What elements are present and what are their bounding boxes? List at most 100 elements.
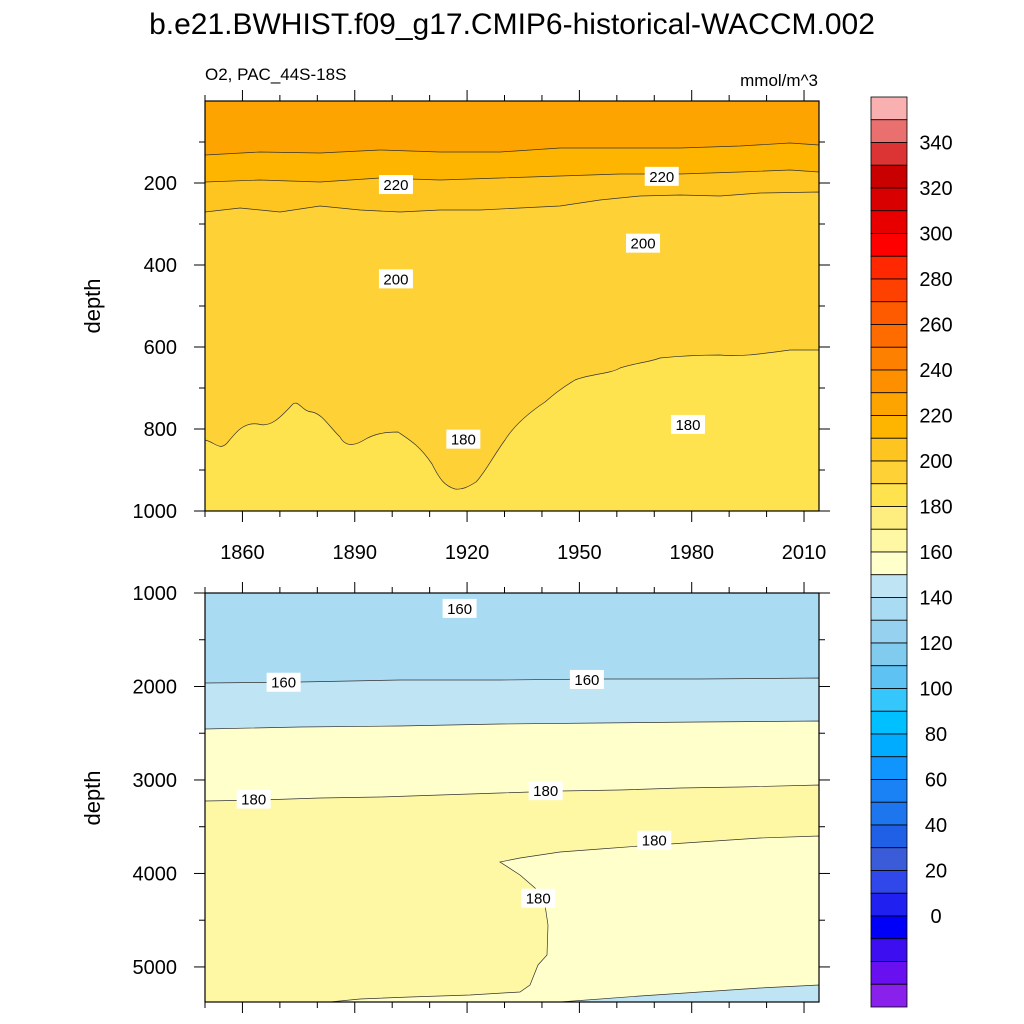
colorbar-segment <box>870 983 908 1008</box>
colorbar-label: 20 <box>925 861 947 883</box>
colorbar-label: 140 <box>919 588 952 610</box>
colorbar-segment <box>870 187 908 212</box>
x-tick-label: 1890 <box>333 542 378 564</box>
y-tick-label: 800 <box>144 419 177 441</box>
colorbar-label: 40 <box>925 815 947 837</box>
colorbar-segment <box>870 619 908 644</box>
fill-band-170-bottom <box>560 985 819 1002</box>
upper-panel: 1860 1890 1920 1950 1980 2010 200 400 600 800 1000… <box>80 90 830 602</box>
contour-label-bg <box>266 672 301 692</box>
colorbar-segment <box>870 710 908 735</box>
colorbar-segment <box>870 528 908 553</box>
x-tick-label: 1860 <box>220 542 265 564</box>
contour-label-bg <box>236 789 271 809</box>
fill-band-180-deep <box>330 836 819 1002</box>
contour-label-bg <box>446 429 481 449</box>
colorbar-segment <box>870 369 908 394</box>
colorbar-segment <box>870 437 908 462</box>
colorbar-segment <box>870 415 908 439</box>
contour-label-bg <box>569 669 604 689</box>
contour-label: 180 <box>637 830 672 850</box>
colorbar-label: 100 <box>919 679 952 701</box>
contour-label: 160 <box>442 598 477 618</box>
contour-label-bg <box>637 830 672 850</box>
colorbar-segment <box>870 233 908 257</box>
variable-region-label: O2, PAC_44S-18S <box>205 65 346 84</box>
colorbar-label: 240 <box>919 360 952 382</box>
contour-label: 160 <box>569 669 604 689</box>
colorbar-label: 280 <box>919 269 952 291</box>
fill-band-190 <box>205 511 819 602</box>
colorbar-segment <box>870 665 908 689</box>
colorbar-label: 60 <box>925 770 947 792</box>
contour-label-text: 200 <box>631 236 656 253</box>
upper-contour-labels: 220 220 200 200 180 180 <box>378 166 705 449</box>
colorbar-segment <box>870 278 908 303</box>
colorbar-label: 260 <box>919 315 952 337</box>
contour-label-text: 180 <box>241 792 266 809</box>
contour-label-text: 180 <box>675 417 700 434</box>
contour-label-text: 180 <box>526 891 551 908</box>
lower-contour-labels: 160 160 160 180 180 180 180 <box>236 598 672 908</box>
chart-title: b.e21.BWHIST.f09_g17.CMIP6-historical-WA… <box>149 8 875 41</box>
contour-line <box>205 191 819 511</box>
y-tick-label: 600 <box>144 337 177 359</box>
colorbar-segment <box>870 824 908 849</box>
contour-label: 180 <box>236 789 271 809</box>
contour-label-bg <box>378 269 413 289</box>
colorbar-segment <box>870 915 908 940</box>
colorbar-label: 220 <box>919 406 952 428</box>
contour-label-bg <box>528 781 563 801</box>
colorbar-segment <box>870 346 908 371</box>
upper-y-axis-label: depth <box>80 278 105 333</box>
contour-line <box>205 784 819 1002</box>
colorbar-segment <box>870 301 908 325</box>
contour-label: 220 <box>378 175 413 195</box>
contour-line <box>329 835 819 1002</box>
contour-line <box>559 984 819 1002</box>
colorbar-segment <box>870 483 908 507</box>
y-tick-label: 5000 <box>133 957 178 979</box>
colorbar-segment <box>870 255 908 280</box>
y-tick-label: 3000 <box>133 770 178 792</box>
colorbar-segment <box>870 733 908 758</box>
contour-label: 160 <box>266 672 301 692</box>
contour-label-text: 220 <box>383 177 408 194</box>
colorbar-segment <box>870 870 908 894</box>
contour-label-bg <box>378 175 413 195</box>
colorbar-segment <box>870 551 908 576</box>
contour-label: 180 <box>521 888 556 908</box>
colorbar-segment <box>870 688 908 712</box>
y-tick-label: 2000 <box>133 676 178 698</box>
colorbar-segment <box>870 801 908 826</box>
colorbar: 3403203002802602402202001801601401201008… <box>870 96 953 1008</box>
colorbar-segment <box>870 574 908 598</box>
colorbar-label: 160 <box>919 542 952 564</box>
lower-plot-frame <box>204 592 820 1003</box>
colorbar-segment <box>870 460 908 485</box>
x-tick-label: 1950 <box>557 542 602 564</box>
contour-line <box>205 720 819 1002</box>
contour-label-bg <box>442 598 477 618</box>
contour-line <box>205 169 819 511</box>
colorbar-label: 340 <box>919 133 952 155</box>
y-tick-label: 200 <box>144 173 177 195</box>
colorbar-segment <box>870 779 908 803</box>
contour-label-text: 220 <box>649 169 674 186</box>
colorbar-label: 120 <box>919 633 952 655</box>
contour-label-text: 160 <box>447 601 472 618</box>
contour-label-text: 180 <box>642 833 667 850</box>
upper-axis-ticks: 1860 1890 1920 1950 1980 2010 200 400 600 800 1000 <box>133 90 830 564</box>
colorbar-segment <box>870 938 908 962</box>
contour-label-bg <box>670 414 705 434</box>
lower-contour-fills <box>205 593 819 1002</box>
x-tick-label: 1920 <box>445 542 490 564</box>
contour-label-bg <box>644 166 679 186</box>
colorbar-segment <box>870 164 908 189</box>
contour-label: 180 <box>528 781 563 801</box>
colorbar-label: 80 <box>925 724 947 746</box>
contour-label: 220 <box>644 166 679 186</box>
contour-label-text: 160 <box>574 672 599 689</box>
colorbar-segment <box>870 392 908 416</box>
